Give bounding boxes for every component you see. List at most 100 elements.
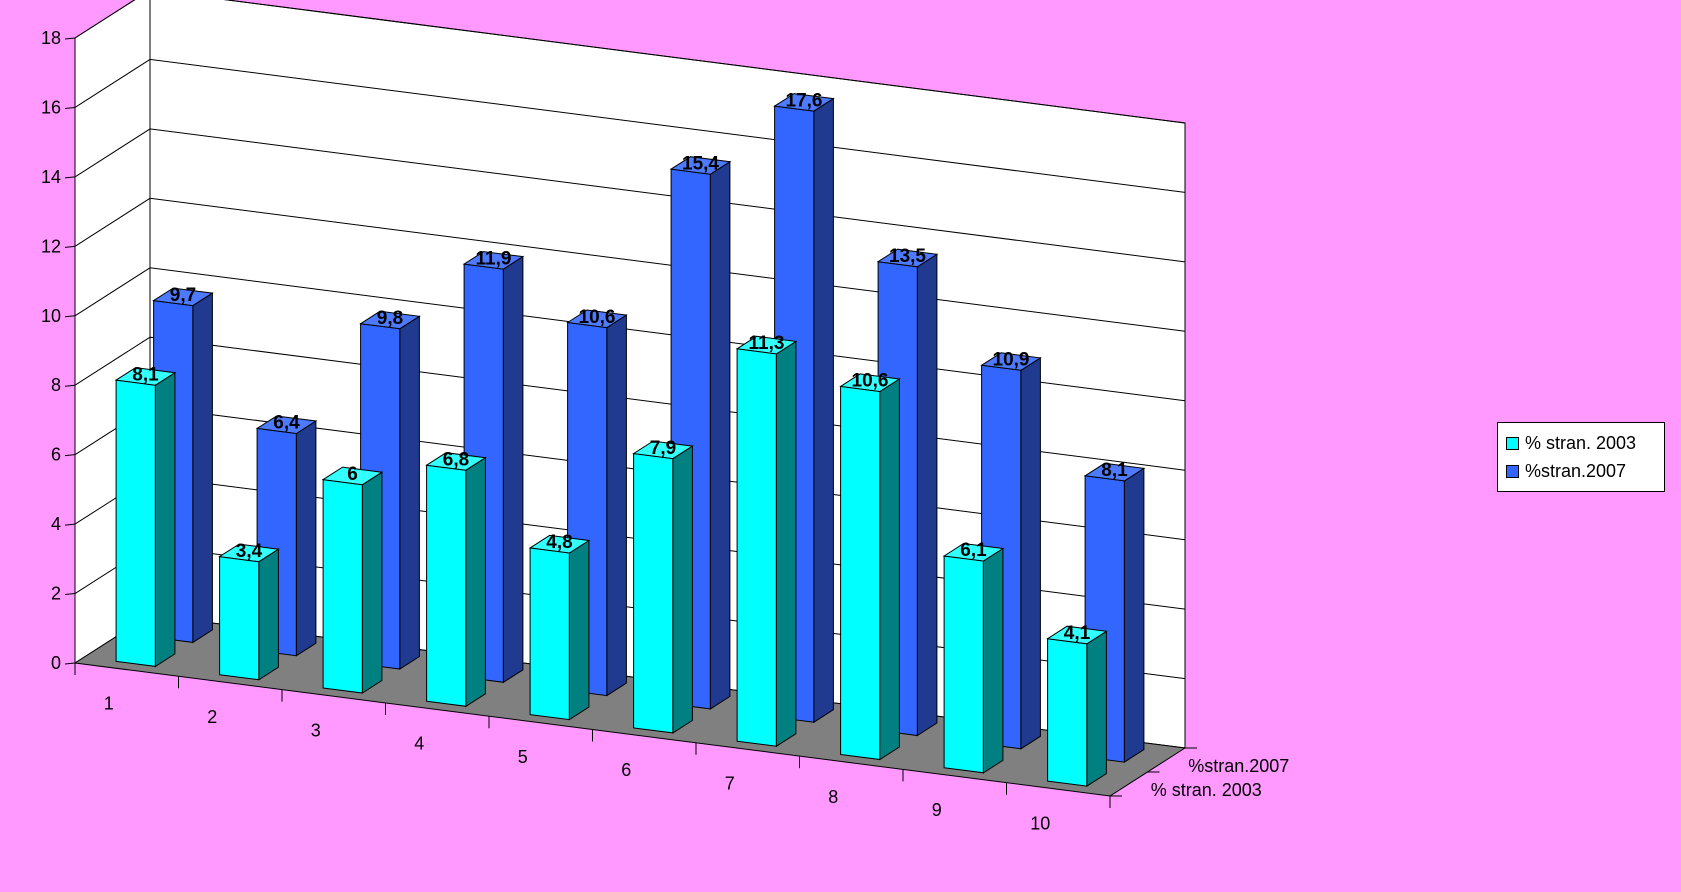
bar-front bbox=[529, 547, 570, 721]
x-tick-label: 3 bbox=[311, 720, 321, 740]
bar-side bbox=[606, 314, 627, 697]
y-tick bbox=[64, 176, 76, 179]
bar-side bbox=[879, 378, 900, 761]
bar-top bbox=[980, 352, 1042, 371]
data-label: 13,5 bbox=[889, 246, 926, 267]
y-tick-label: 6 bbox=[51, 445, 61, 465]
bar-top bbox=[566, 309, 628, 329]
bar-side bbox=[1123, 467, 1145, 764]
bar-top bbox=[425, 452, 487, 471]
data-label: 17,6 bbox=[786, 90, 823, 111]
legend-item-series-1: % stran. 2003 bbox=[1506, 429, 1656, 457]
y-tick bbox=[64, 593, 76, 596]
legend-swatch-series-2 bbox=[1506, 464, 1519, 478]
bar-side bbox=[775, 340, 797, 748]
data-label: 8,1 bbox=[1101, 460, 1128, 481]
bar-side bbox=[465, 456, 486, 708]
y-tick-label: 18 bbox=[41, 28, 61, 48]
data-label: 10,6 bbox=[852, 371, 889, 392]
legend-item-series-2: %stran.2007 bbox=[1506, 457, 1656, 485]
bar-top bbox=[942, 542, 1005, 562]
data-label: 4,8 bbox=[546, 532, 572, 553]
bar-top bbox=[773, 93, 835, 112]
bar-side bbox=[568, 539, 590, 721]
gridline bbox=[74, 128, 1186, 263]
x-tick-label: 5 bbox=[518, 747, 528, 767]
x-tick-label: 4 bbox=[414, 734, 424, 754]
y-tick-label: 10 bbox=[41, 306, 61, 326]
bar-top bbox=[152, 287, 214, 307]
legend-label-series-1: % stran. 2003 bbox=[1525, 432, 1637, 453]
data-label: 11,3 bbox=[749, 333, 785, 354]
gridline bbox=[74, 267, 1186, 402]
bar-side bbox=[709, 160, 731, 710]
legend-swatch-series-1 bbox=[1506, 436, 1519, 450]
data-label: 6 bbox=[347, 464, 358, 485]
bar-top bbox=[528, 534, 591, 554]
bar-side bbox=[361, 471, 383, 694]
x-tick-label: 10 bbox=[1030, 813, 1050, 833]
data-label: 15,4 bbox=[682, 153, 719, 174]
bar-side bbox=[982, 547, 1004, 774]
bar-front bbox=[840, 385, 881, 761]
bar-top bbox=[1083, 462, 1146, 482]
bar-side bbox=[295, 420, 317, 657]
y-tick bbox=[64, 315, 76, 318]
chart-legend: % stran. 2003 %stran.2007 bbox=[1497, 422, 1665, 492]
bar-side bbox=[916, 253, 938, 737]
bar-front bbox=[115, 379, 156, 667]
bar-front bbox=[943, 555, 984, 774]
y-tick bbox=[64, 245, 76, 248]
data-label: 7,9 bbox=[650, 438, 676, 459]
bar-top bbox=[321, 466, 384, 486]
data-label: 4,1 bbox=[1064, 623, 1091, 644]
bar-top bbox=[255, 415, 318, 435]
bar-side bbox=[1020, 356, 1041, 750]
y-tick-label: 2 bbox=[51, 584, 61, 604]
bar-top bbox=[359, 310, 421, 330]
x-tick-label: 8 bbox=[828, 787, 838, 807]
bar-side bbox=[399, 315, 420, 670]
y-tick bbox=[64, 662, 76, 665]
y-tick-label: 12 bbox=[41, 236, 61, 256]
gridline bbox=[74, 0, 1186, 124]
y-tick bbox=[64, 454, 76, 457]
bar-top bbox=[1046, 625, 1108, 645]
bar-front bbox=[736, 348, 777, 747]
bar-side bbox=[813, 97, 834, 724]
bar-side bbox=[192, 292, 213, 644]
bar-front bbox=[1047, 638, 1088, 787]
y-tick bbox=[64, 523, 76, 526]
bar-top bbox=[876, 248, 939, 268]
y-tick bbox=[64, 106, 76, 109]
x-tick-label: 9 bbox=[932, 800, 942, 820]
data-label: 11,9 bbox=[476, 248, 512, 269]
bar-front bbox=[633, 453, 674, 734]
bar-front bbox=[219, 556, 260, 681]
bar-side bbox=[1086, 630, 1107, 788]
bar-top bbox=[218, 543, 280, 563]
y-tick-label: 16 bbox=[41, 97, 61, 117]
bar-top bbox=[632, 440, 694, 460]
data-label: 6,4 bbox=[273, 413, 300, 434]
y-tick bbox=[64, 37, 76, 40]
gridline bbox=[74, 58, 1186, 193]
bar-front bbox=[322, 479, 363, 694]
bar-top bbox=[839, 373, 901, 393]
data-label: 9,7 bbox=[170, 285, 196, 306]
x-tick-label: 7 bbox=[725, 773, 735, 793]
data-label: 8,1 bbox=[132, 364, 159, 385]
bar-side bbox=[502, 255, 524, 684]
bar-top bbox=[735, 335, 798, 355]
bar-top bbox=[114, 367, 177, 386]
y-tick bbox=[64, 384, 76, 387]
y-tick-label: 8 bbox=[51, 375, 61, 395]
data-label: 10,9 bbox=[993, 350, 1030, 371]
gridline bbox=[74, 336, 1186, 471]
y-tick-label: 0 bbox=[51, 653, 61, 673]
data-label: 6,1 bbox=[960, 540, 987, 561]
data-label: 9,8 bbox=[377, 308, 403, 329]
gridline bbox=[74, 197, 1186, 332]
data-label: 10,6 bbox=[579, 307, 616, 328]
